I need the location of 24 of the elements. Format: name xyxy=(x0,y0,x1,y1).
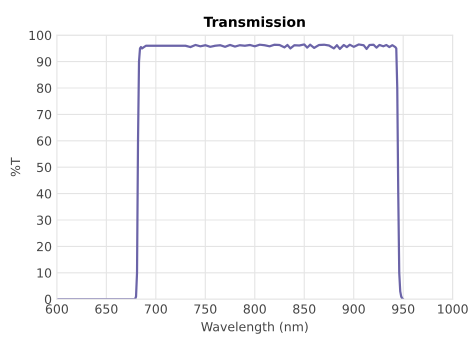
x-tick-label: 900 xyxy=(342,304,365,314)
x-tick-label: 650 xyxy=(95,304,118,314)
y-tick-label: 0 xyxy=(44,294,52,304)
y-tick-label: 60 xyxy=(36,136,52,146)
x-tick-label: 850 xyxy=(293,304,316,314)
y-tick-label: 80 xyxy=(36,83,52,93)
x-tick-label: 700 xyxy=(144,304,167,314)
x-tick-label: 750 xyxy=(194,304,216,314)
x-axis-title: Wavelength (nm) xyxy=(201,322,308,334)
x-tick-label: 600 xyxy=(46,304,68,314)
chart-title: Transmission xyxy=(204,16,305,28)
y-tick-label: 40 xyxy=(36,189,52,199)
x-tick-label: 1000 xyxy=(438,304,468,314)
y-tick-label: 90 xyxy=(36,57,52,67)
y-tick-label: 100 xyxy=(30,30,52,40)
x-tick-label: 800 xyxy=(244,304,266,314)
y-axis-title: %T xyxy=(10,157,20,176)
y-tick-label: 10 xyxy=(37,268,52,278)
y-tick-label: 30 xyxy=(37,215,52,225)
line-series xyxy=(56,43,404,300)
y-tick-label: 20 xyxy=(37,242,52,252)
y-tick-label: 50 xyxy=(37,162,52,172)
x-tick-label: 950 xyxy=(392,304,414,314)
y-tick-label: 70 xyxy=(37,110,52,120)
